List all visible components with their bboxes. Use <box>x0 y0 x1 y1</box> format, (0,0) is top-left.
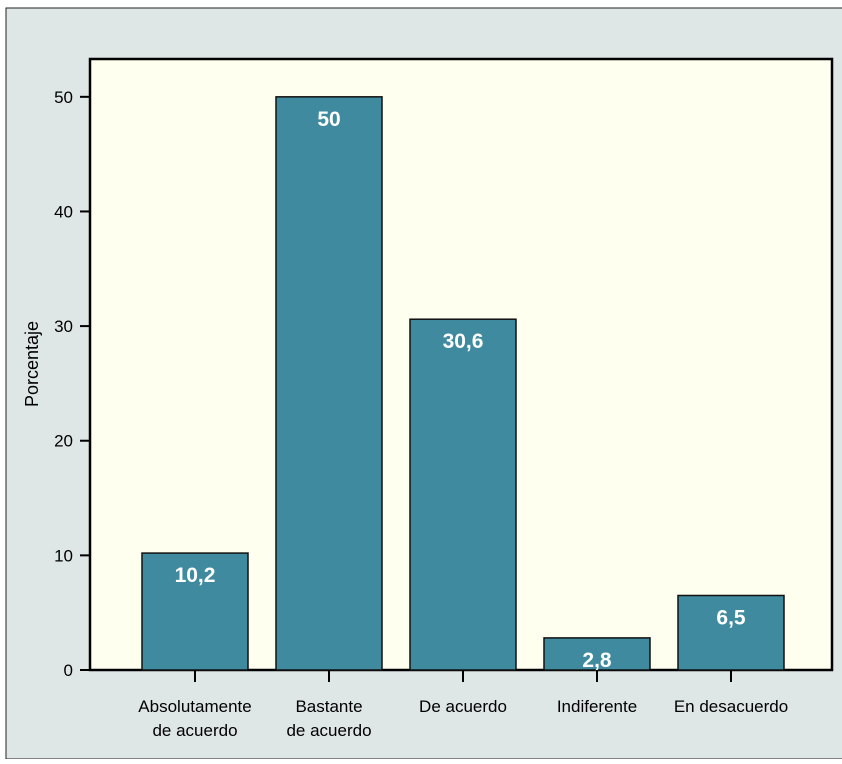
x-tick-label-line: Bastante <box>295 697 362 716</box>
y-axis-label: Porcentaje <box>22 321 42 407</box>
y-tick-label: 30 <box>54 317 73 336</box>
x-tick-label: Bastante de acuerdo <box>286 697 371 740</box>
x-tick-label: De acuerdo <box>419 697 507 716</box>
y-tick-label: 20 <box>54 432 73 451</box>
bar <box>677 594 785 671</box>
bars: 10,2 50 30,6 2,8 6,5 <box>141 96 785 672</box>
data-label: 10,2 <box>175 564 216 587</box>
y-tick-label: 50 <box>54 88 73 107</box>
x-tick-label-line: Absolutamente <box>138 697 251 716</box>
x-tick-label-line: En desacuerdo <box>674 697 788 716</box>
x-tick-label-line: de acuerdo <box>152 721 237 740</box>
x-tick-label-line: Indiferente <box>557 697 637 716</box>
x-axis: Absolutamente de acuerdo Bastante de acuerd… <box>138 670 788 740</box>
x-tick-label-line: De acuerdo <box>419 697 507 716</box>
data-label: 30,6 <box>443 330 484 353</box>
x-tick-label: Indiferente <box>557 697 637 716</box>
y-tick-label: 0 <box>64 661 73 680</box>
bar <box>141 552 249 671</box>
data-label: 2,8 <box>582 649 612 672</box>
y-axis: 0 10 20 30 40 50 <box>54 88 90 680</box>
bar <box>409 318 517 671</box>
data-label: 50 <box>317 108 340 131</box>
x-tick-label: En desacuerdo <box>674 697 788 716</box>
x-tick-label-line: de acuerdo <box>286 721 371 740</box>
y-tick-label: 10 <box>54 546 73 565</box>
data-label: 6,5 <box>716 606 746 629</box>
y-tick-label: 40 <box>54 202 73 221</box>
x-tick-label: Absolutamente de acuerdo <box>138 697 251 740</box>
bar <box>275 96 383 671</box>
